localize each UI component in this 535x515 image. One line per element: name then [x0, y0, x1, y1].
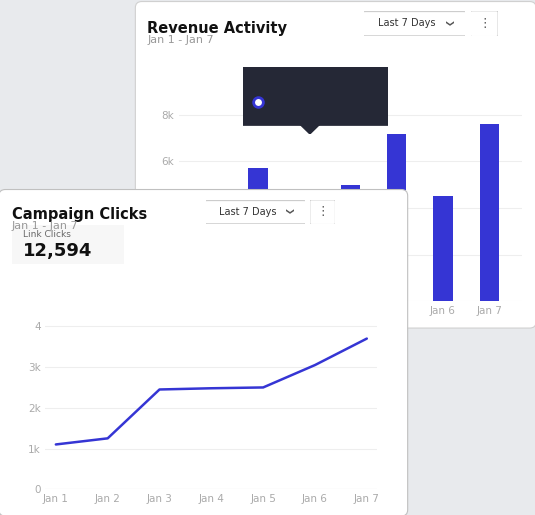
Bar — [433, 196, 453, 301]
Bar — [387, 133, 407, 301]
Text: ❯: ❯ — [284, 208, 293, 215]
Text: Link Clicks: Link Clicks — [23, 230, 71, 239]
Text: $7,195: $7,195 — [339, 97, 376, 107]
Text: Campaign Clicks: Campaign Clicks — [12, 207, 147, 222]
FancyBboxPatch shape — [362, 11, 468, 36]
Text: Revenue Activity: Revenue Activity — [147, 21, 287, 36]
Text: Last 7 Days: Last 7 Days — [219, 207, 276, 217]
Bar — [479, 124, 499, 301]
Text: Revenue: Revenue — [280, 97, 322, 107]
FancyBboxPatch shape — [235, 63, 396, 126]
Polygon shape — [295, 120, 324, 134]
Text: 12,594: 12,594 — [23, 243, 93, 260]
Text: January 4: January 4 — [258, 72, 314, 82]
Text: Jan 1 - Jan 7: Jan 1 - Jan 7 — [147, 35, 214, 45]
FancyBboxPatch shape — [204, 200, 307, 224]
Text: ❯: ❯ — [444, 20, 453, 27]
FancyBboxPatch shape — [470, 11, 498, 37]
Text: Last 7 Days: Last 7 Days — [378, 18, 435, 28]
Text: ⋮: ⋮ — [316, 205, 329, 218]
Bar — [248, 168, 268, 301]
Text: ⋮: ⋮ — [478, 16, 491, 30]
Text: Jan 1 - Jan 7: Jan 1 - Jan 7 — [12, 221, 79, 231]
Bar — [341, 185, 360, 301]
FancyBboxPatch shape — [310, 200, 335, 225]
FancyBboxPatch shape — [7, 224, 128, 265]
